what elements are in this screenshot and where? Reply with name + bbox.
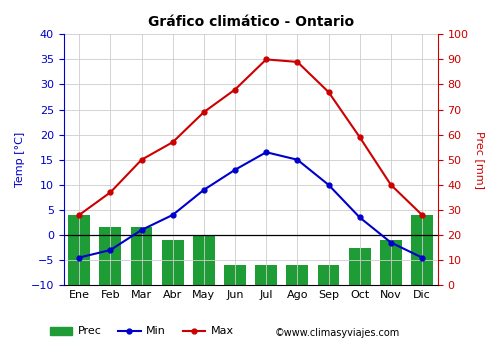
Bar: [349, 247, 370, 285]
Bar: [68, 215, 90, 285]
Title: Gráfico climático - Ontario: Gráfico climático - Ontario: [148, 15, 354, 29]
Bar: [318, 265, 340, 285]
Text: ©www.climasyviajes.com: ©www.climasyviajes.com: [275, 328, 400, 338]
Bar: [256, 265, 277, 285]
Legend: Prec, Min, Max: Prec, Min, Max: [46, 322, 238, 341]
Bar: [286, 265, 308, 285]
Bar: [193, 235, 215, 285]
Bar: [162, 240, 184, 285]
Bar: [130, 228, 152, 285]
Bar: [224, 265, 246, 285]
Y-axis label: Temp [°C]: Temp [°C]: [15, 132, 25, 187]
Bar: [100, 228, 122, 285]
Y-axis label: Prec [mm]: Prec [mm]: [475, 131, 485, 189]
Bar: [380, 240, 402, 285]
Bar: [411, 215, 433, 285]
